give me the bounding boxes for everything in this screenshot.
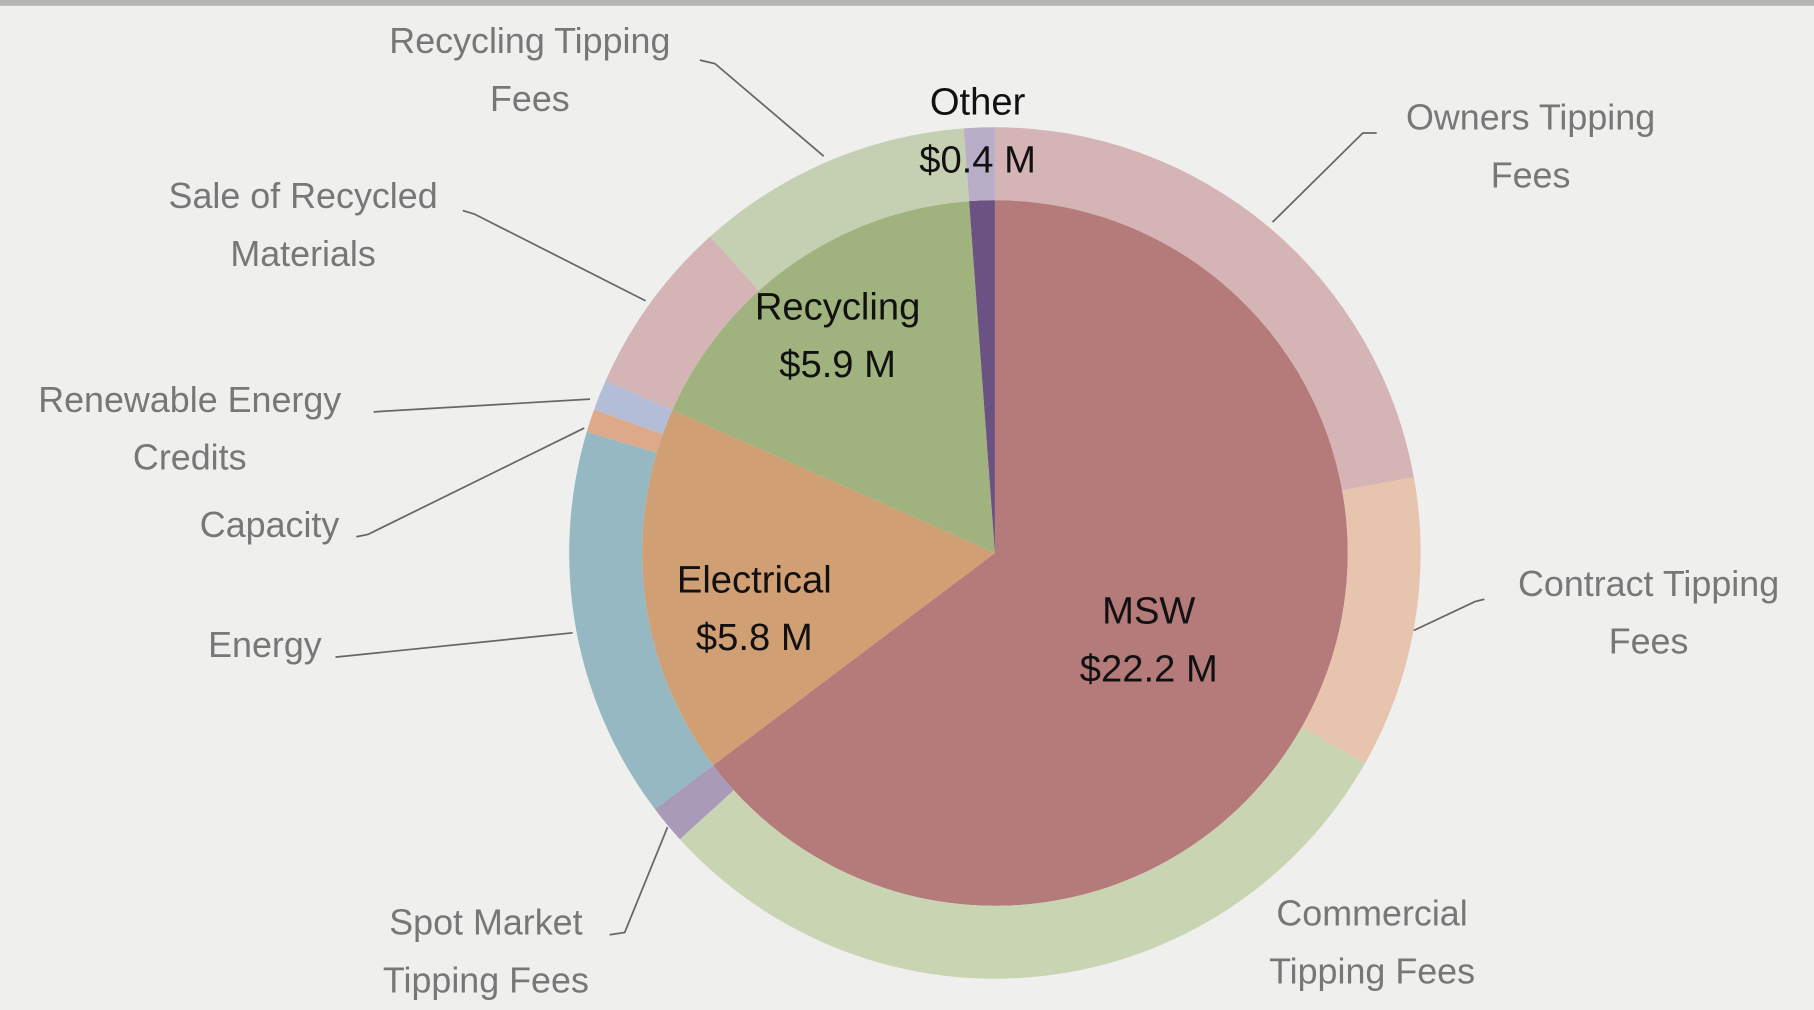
top-bar (0, 0, 1814, 6)
outer-segment (605, 236, 759, 411)
outer-segment (594, 380, 673, 435)
wedge-label: Other (929, 79, 1026, 123)
inner-wedge (713, 200, 1348, 906)
inner-wedge (969, 200, 995, 553)
segment-label: Capacity (199, 504, 340, 545)
segment-label: Commercial Tipping Fees (1269, 893, 1476, 992)
leader-line (373, 398, 591, 413)
outer-segment (1301, 477, 1421, 764)
leader-line (1271, 132, 1377, 223)
segment-label: Renewable Energy Credits (38, 379, 342, 478)
outer-segment (679, 727, 1365, 979)
wedge-value-label: $0.4 M (919, 137, 1036, 181)
wedge-value-label: $5.8 M (695, 615, 813, 659)
segment-label: Recycling Tipping Fees (389, 20, 671, 120)
segment-label: Contract Tipping Fees (1517, 563, 1780, 662)
leader-lines (335, 59, 1485, 936)
segment-label: Spot Market Tipping Fees (382, 902, 589, 1001)
outer-segment (963, 127, 995, 202)
outer-segment (710, 128, 970, 291)
inner-wedge (672, 201, 995, 553)
wedge-label: MSW (1102, 588, 1196, 632)
leader-line (335, 631, 573, 658)
leader-line (609, 826, 669, 936)
outer-segment (654, 765, 734, 840)
outer-segment (586, 409, 663, 453)
leader-line (1413, 598, 1485, 632)
wedge-label: Electrical (676, 557, 832, 601)
leader-line (699, 59, 825, 157)
leader-line (462, 209, 646, 302)
wedge-value-label: $5.9 M (779, 342, 896, 386)
wedge-value-label: $22.2 M (1079, 646, 1218, 690)
inner-wedge (642, 410, 995, 766)
wedge-label: Recycling (754, 284, 921, 328)
segment-label: Energy (208, 624, 322, 666)
outer-segment (994, 127, 1414, 491)
segment-label: Owners Tipping Fees (1405, 97, 1656, 196)
segment-label: Sale of Recycled Materials (168, 175, 438, 275)
leader-line (356, 427, 585, 538)
outer-segment (569, 431, 714, 810)
